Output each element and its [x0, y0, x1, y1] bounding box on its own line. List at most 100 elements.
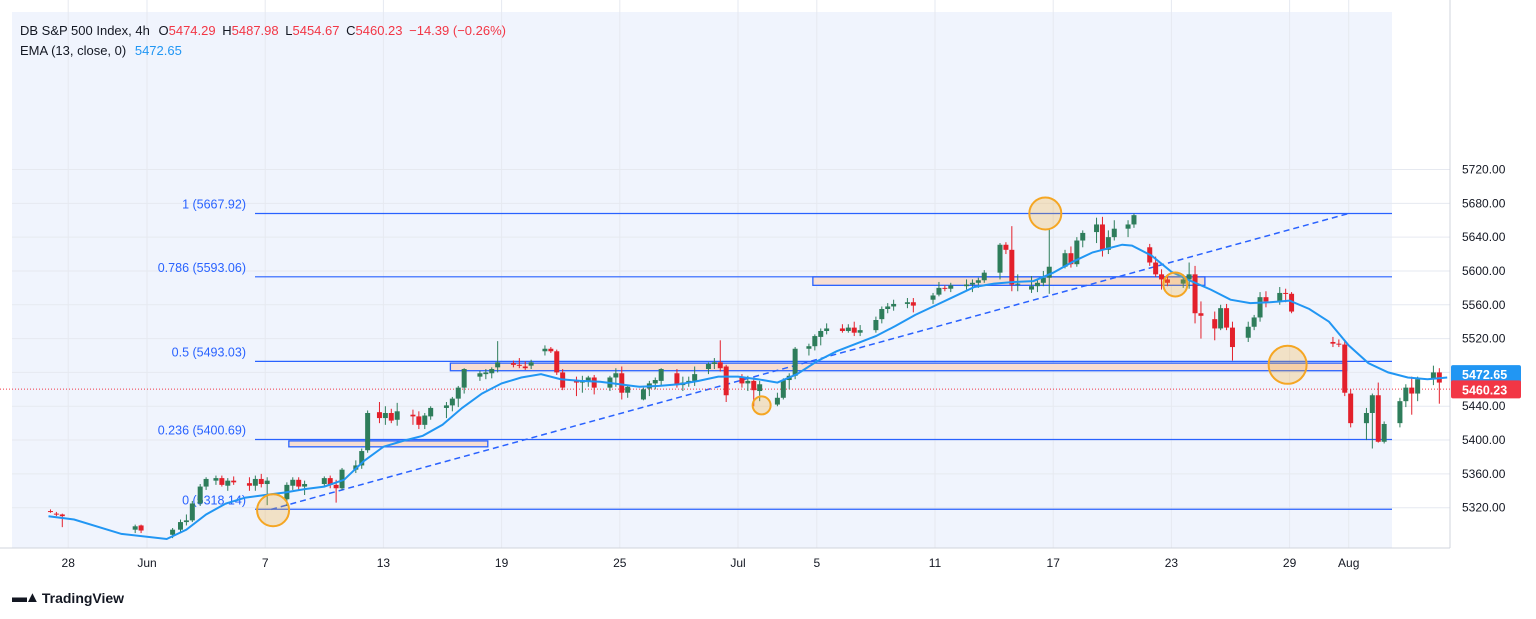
candle-body: [910, 302, 916, 306]
candle-body: [495, 362, 501, 368]
candle-body: [1397, 401, 1403, 424]
candle-body: [1068, 253, 1074, 265]
candle-down: [231, 476, 237, 485]
candle-body: [658, 369, 664, 381]
candle-body: [573, 380, 579, 383]
candle-body: [203, 478, 209, 487]
candle-up: [382, 406, 388, 425]
candle-up: [780, 378, 786, 400]
open-label: O: [158, 23, 169, 38]
candle-body: [382, 413, 388, 419]
candle-down: [333, 479, 339, 503]
candle-body: [1212, 319, 1218, 329]
candle-up: [203, 477, 209, 490]
candle-body: [1336, 343, 1342, 345]
candle-body: [818, 330, 824, 337]
ema-label[interactable]: EMA (13, close, 0): [20, 43, 127, 58]
candle-down: [1192, 265, 1198, 324]
candle-body: [1062, 253, 1068, 267]
candle-body: [1224, 308, 1230, 328]
candle-body: [879, 309, 885, 320]
candle-body: [591, 377, 597, 388]
candle-up: [321, 476, 327, 487]
candle-up: [443, 402, 449, 419]
fibonacci-levels: 1 (5667.92) 0.786 (5593.06) 0.5 (5493.03) 0…: [158, 198, 1392, 510]
candle-body: [422, 415, 428, 425]
candle-body: [1330, 341, 1336, 344]
x-tick-label: Jun: [137, 556, 156, 570]
candle-up: [792, 347, 798, 380]
candle-body: [1277, 292, 1283, 302]
highlight-circles: [256, 196, 1308, 528]
candle-up: [1080, 230, 1086, 248]
candle-down: [1436, 368, 1442, 404]
symbol-title[interactable]: DB S&P 500 Index, 4h: [20, 23, 150, 38]
candle-body: [290, 479, 296, 486]
x-tick-label: Aug: [1338, 556, 1359, 570]
candle-body: [723, 366, 729, 396]
candle-up: [422, 413, 428, 430]
candle-body: [1159, 274, 1165, 280]
candle-down: [1336, 339, 1342, 348]
candle-body: [528, 362, 534, 366]
candle-up: [365, 410, 371, 453]
tradingview-logo[interactable]: ▬▲ TradingView: [12, 589, 124, 606]
candle-body: [1289, 293, 1295, 312]
candle-down: [1330, 336, 1336, 348]
x-tick-label: 11: [929, 556, 942, 570]
price-axis[interactable]: 5320.005360.005400.005440.005480.005520.…: [1462, 163, 1506, 515]
candle-up: [969, 279, 975, 293]
candle-body: [640, 389, 646, 400]
candle-down: [522, 361, 528, 370]
candle-up: [774, 392, 780, 407]
candle-body: [1409, 387, 1415, 394]
x-tick-label: 28: [62, 556, 76, 570]
candle-body: [302, 484, 308, 487]
candle-body: [416, 416, 422, 425]
candle-up: [197, 484, 203, 507]
candle-body: [327, 478, 333, 485]
candle-up: [449, 396, 455, 412]
candle-body: [213, 478, 219, 481]
candle-down: [619, 366, 625, 400]
candle-up: [1029, 276, 1035, 293]
trend-line: [270, 212, 1349, 511]
candle-up: [189, 500, 195, 523]
candle-body: [231, 480, 237, 483]
candle-up: [818, 328, 824, 346]
candle-body: [225, 480, 231, 486]
highlight-circle: [256, 493, 291, 528]
candle-up: [1363, 407, 1369, 441]
candle-body: [845, 327, 851, 331]
candle-down: [1348, 389, 1354, 428]
candle-down: [723, 364, 729, 403]
candle-body: [197, 486, 203, 504]
candle-body: [252, 478, 258, 486]
candle-up: [812, 334, 818, 351]
candle-up: [264, 477, 270, 506]
candle-body: [1111, 228, 1117, 238]
candle-body: [359, 451, 365, 466]
candle-up: [964, 279, 970, 290]
candle-up: [711, 358, 717, 370]
y-tick-label: 5560.00: [1462, 298, 1506, 312]
candle-up: [1111, 220, 1117, 241]
candle-body: [1131, 215, 1137, 225]
x-tick-label: Jul: [730, 556, 745, 570]
candle-body: [443, 405, 449, 408]
candle-body: [885, 306, 891, 310]
candle-up: [183, 514, 189, 526]
candle-up: [1046, 229, 1052, 294]
candle-up: [477, 370, 483, 381]
candle-down: [327, 475, 333, 489]
time-axis[interactable]: 28 Jun 7 13 19 25 Jul 5 11 17 23 29 Aug: [62, 556, 1360, 570]
candle-up: [302, 480, 308, 496]
candle-down: [851, 321, 857, 337]
candle-body: [1369, 395, 1375, 414]
candle-up: [359, 448, 365, 469]
candle-up: [981, 270, 987, 283]
candle-up: [705, 362, 711, 375]
candle-down: [59, 513, 65, 528]
candle-up: [1131, 213, 1137, 228]
